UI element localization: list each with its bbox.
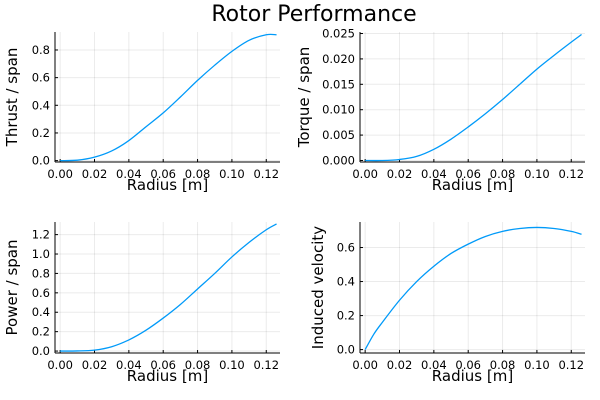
power-series-line-0	[60, 223, 277, 352]
torque-ytick-label-2: 0.010	[322, 103, 355, 117]
induced-velocity-xtick-label-1: 0.02	[387, 358, 413, 372]
power-ytick-label-3: 0.6	[32, 286, 50, 300]
thrust-ylabel: Thrust / span	[3, 48, 21, 148]
thrust-series-line-0	[60, 33, 277, 162]
subplot-power: 0.00 0.02 0.04 0.06 0.08 0.10 0.12 0.0 0.2 0.4 0.6…	[3, 222, 280, 385]
power-ytick-label-6: 1.2	[32, 228, 50, 242]
thrust-xtick-label-6: 0.12	[253, 167, 279, 181]
thrust-ytick-label-2: 0.4	[32, 98, 50, 112]
thrust-ytick-label-1: 0.2	[32, 126, 50, 140]
induced-velocity-ytick-label-1: 0.2	[337, 309, 355, 323]
torque-ytick-label-4: 0.020	[322, 52, 355, 66]
torque-xtick-label-0: 0.00	[352, 167, 378, 181]
power-ytick-label-5: 1.0	[32, 247, 50, 261]
induced-velocity-ylabel: Induced velocity	[309, 226, 327, 349]
thrust-xlabel: Radius [m]	[127, 176, 208, 194]
torque-xtick-label-6: 0.12	[558, 167, 584, 181]
induced-velocity-ytick-label-0: 0.0	[337, 343, 355, 357]
torque-ylabel: Torque / span	[295, 47, 313, 149]
induced-velocity-ytick-label-3: 0.6	[337, 241, 355, 255]
thrust-ytick-label-0: 0.0	[32, 154, 50, 168]
induced-velocity-ytick-label-2: 0.4	[337, 275, 355, 289]
subplot-thrust: 0.00 0.02 0.04 0.06 0.08 0.10 0.12 0.0 0.2 0.4 0.6…	[3, 32, 280, 194]
torque-xtick-label-4: 0.08	[490, 167, 516, 181]
torque-xtick-label-3: 0.06	[455, 167, 481, 181]
induced-velocity-xlabel: Radius [m]	[432, 367, 513, 385]
torque-series-line-0	[365, 34, 582, 162]
thrust-xtick-label-5: 0.10	[219, 167, 245, 181]
torque-ytick-label-0: 0.000	[322, 153, 355, 167]
power-ytick-label-0: 0.0	[32, 344, 50, 358]
torque-xlabel: Radius [m]	[432, 176, 513, 194]
induced-velocity-xtick-label-4: 0.08	[490, 358, 516, 372]
power-xtick-label-0: 0.00	[47, 358, 73, 372]
power-ytick-label-1: 0.2	[32, 325, 50, 339]
induced-velocity-xtick-label-0: 0.00	[352, 358, 378, 372]
power-xlabel: Radius [m]	[127, 367, 208, 385]
thrust-ytick-label-3: 0.6	[32, 71, 50, 85]
thrust-xtick-label-1: 0.02	[82, 167, 108, 181]
induced-velocity-xtick-label-3: 0.06	[455, 358, 481, 372]
torque-xtick-label-1: 0.02	[387, 167, 413, 181]
power-xtick-label-4: 0.08	[185, 358, 211, 372]
induced-velocity-xtick-label-2: 0.04	[421, 358, 447, 372]
thrust-xtick-label-4: 0.08	[185, 167, 211, 181]
torque-ytick-label-3: 0.015	[322, 77, 355, 91]
power-ytick-label-2: 0.4	[32, 305, 50, 319]
induced-velocity-series-line-0	[364, 226, 582, 350]
induced-velocity-xtick-label-5: 0.10	[524, 358, 550, 372]
thrust-xtick-label-3: 0.06	[150, 167, 176, 181]
power-xtick-label-2: 0.04	[116, 358, 142, 372]
induced-velocity-xtick-label-6: 0.12	[558, 358, 584, 372]
power-ytick-label-4: 0.8	[32, 266, 50, 280]
power-xtick-label-3: 0.06	[150, 358, 176, 372]
subplot-torque: 0.00 0.02 0.04 0.06 0.08 0.10 0.12 0.000 0.005 0.…	[295, 27, 585, 194]
torque-xtick-label-2: 0.04	[421, 167, 447, 181]
power-xtick-label-5: 0.10	[219, 358, 245, 372]
figure-title: Rotor Performance	[211, 2, 416, 27]
torque-xtick-label-5: 0.10	[524, 167, 550, 181]
thrust-xtick-label-2: 0.04	[116, 167, 142, 181]
thrust-ytick-label-4: 0.8	[32, 43, 50, 57]
power-xtick-label-6: 0.12	[253, 358, 279, 372]
power-ylabel: Power / span	[3, 240, 21, 336]
torque-ytick-label-1: 0.005	[322, 128, 355, 142]
torque-ytick-label-5: 0.025	[322, 27, 355, 41]
thrust-xtick-label-0: 0.00	[47, 167, 73, 181]
subplot-induced-velocity: 0.00 0.02 0.04 0.06 0.08 0.10 0.12 0.0 0.2 0.4 0.6…	[309, 222, 585, 385]
power-xtick-label-1: 0.02	[82, 358, 108, 372]
